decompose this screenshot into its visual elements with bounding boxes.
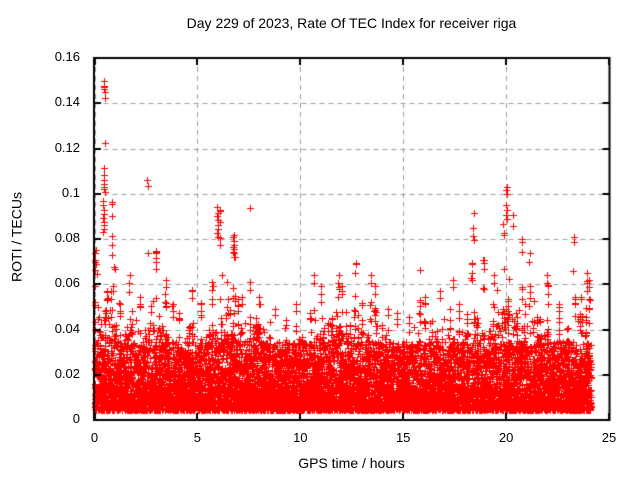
x-axis-label: GPS time / hours (298, 455, 405, 471)
y-tick-label: 0.12 (54, 139, 80, 155)
x-tick-label: 0 (90, 430, 99, 445)
y-tick-label: 0.14 (54, 94, 80, 110)
y-tick-label: 0.16 (54, 49, 80, 64)
chart-title: Day 229 of 2023, Rate Of TEC Index for r… (186, 15, 517, 31)
y-tick-label: 0.1 (61, 184, 80, 200)
x-tick-label: 5 (193, 430, 201, 445)
y-tick-label: 0.08 (54, 230, 80, 245)
y-tick-label: 0.02 (54, 365, 80, 381)
x-tick-label: 10 (293, 430, 308, 445)
x-tick-label: 20 (498, 430, 514, 445)
y-tick-label: 0.04 (54, 320, 80, 336)
y-tick-label: 0 (72, 411, 80, 426)
x-tick-label: 15 (395, 430, 411, 445)
y-tick-label: 0.06 (54, 275, 80, 291)
x-tick-label: 25 (601, 430, 617, 445)
